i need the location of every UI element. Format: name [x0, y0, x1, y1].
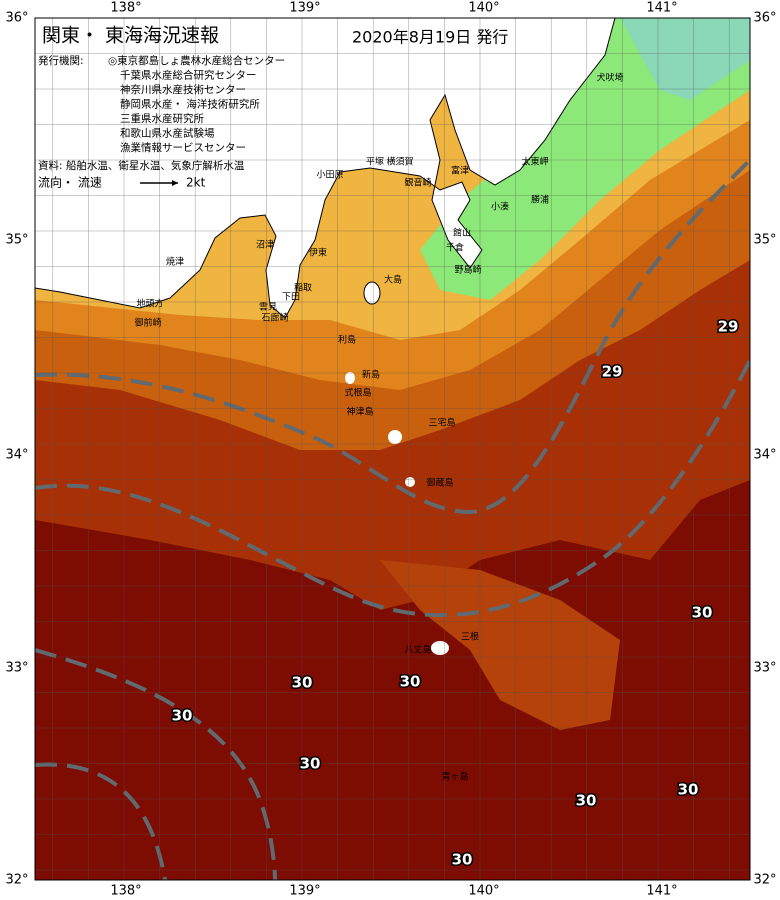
lon-label: 141° [646, 1, 677, 16]
place-name: 大島 [384, 274, 402, 286]
current-axis [35, 158, 750, 880]
sea-cold [620, 18, 750, 100]
lon-label: 139° [289, 884, 320, 899]
lon-label: 140° [468, 1, 499, 16]
lat-label: 32° [753, 873, 776, 888]
place-name: 焼津 [166, 257, 184, 268]
island [431, 641, 449, 655]
issuer: 神奈川県水産技術センター [120, 83, 246, 96]
issue-date: 2020年8月19日 発行 [352, 28, 508, 47]
lat-label: 35° [753, 233, 776, 248]
place-name: 御前崎 [134, 317, 161, 329]
place-name: 館山 [453, 227, 471, 239]
place-name: 雲見 [259, 302, 277, 313]
issuer: ◎東京都島しょ農林水産総合センター [108, 54, 285, 67]
place-name: 太東岬 [521, 156, 548, 168]
place-name: 下田 [282, 292, 300, 303]
place-name: 千倉 [446, 242, 464, 254]
island [345, 372, 355, 384]
temperature-label: 30 [300, 755, 321, 773]
place-name: 三宅島 [428, 417, 455, 429]
place-name: 石廊崎 [261, 312, 288, 324]
place-name: 稲取 [294, 282, 312, 294]
island [388, 430, 402, 444]
place-name: 富津 [451, 165, 469, 177]
flow-label: 流向・ 流速 [38, 175, 102, 190]
issuer: 漁業情報サービスセンター [120, 141, 246, 154]
place-name: 伊東 [309, 247, 327, 259]
lon-label: 139° [289, 1, 320, 16]
place-name: 横須賀 [386, 156, 413, 168]
lon-label: 141° [646, 884, 677, 899]
place-name: 犬吠埼 [596, 72, 623, 84]
issuer: 和歌山県水産試験場 [120, 127, 215, 140]
temperature-label: 30 [576, 792, 597, 810]
island [363, 281, 381, 305]
place-name: 沼津 [256, 240, 274, 251]
labels: 138° 138° 139° 139° 140° 140° 141° 141° 36° 36° 35… [5, 1, 776, 899]
place-name: 勝浦 [531, 194, 549, 206]
place-name: 青ヶ島 [441, 771, 468, 783]
issuer: 三重県水産研究所 [120, 112, 204, 125]
issuer: 静岡県水産・ 海洋技術研究所 [120, 98, 260, 111]
map-frame [34, 17, 751, 881]
place-name: 八丈島 [404, 644, 431, 656]
map [35, 18, 750, 880]
land [35, 18, 616, 319]
title: 関東・ 東海海況速報 [42, 25, 219, 47]
place-name: 小田原 [316, 170, 343, 181]
island [405, 477, 415, 487]
temperature-label: 30 [172, 707, 193, 725]
place-name: 式根島 [344, 387, 371, 399]
place-name: 神津島 [346, 406, 373, 418]
temperature-label: 30 [400, 673, 421, 691]
temperature-label: 30 [452, 851, 473, 869]
lon-label: 138° [110, 884, 141, 899]
place-name: 地頭方 [136, 298, 163, 310]
lon-label: 138° [110, 1, 141, 16]
lat-label: 35° [5, 233, 28, 248]
place-name: 観音崎 [404, 177, 431, 189]
place-name: 新島 [362, 369, 380, 381]
place-name: 利島 [338, 334, 356, 346]
flow-scale: 2kt [186, 176, 206, 190]
sea-zone [380, 560, 620, 730]
lat-label: 33° [5, 661, 28, 676]
place-name: 野島崎 [454, 264, 481, 276]
temperature-label: 30 [678, 781, 699, 799]
place-name: 三根 [461, 631, 479, 643]
grid [35, 18, 750, 880]
lat-label: 32° [5, 873, 28, 888]
temperature-label: 30 [692, 604, 713, 622]
temperature-label: 30 [292, 674, 313, 692]
place-name: 平塚 [366, 157, 384, 168]
flow-arrow-head [172, 180, 178, 186]
temperature-label: 29 [602, 363, 623, 381]
lat-label: 33° [753, 661, 776, 676]
issuers-label: 発行機関: [38, 54, 84, 67]
lat-label: 34° [753, 448, 776, 463]
issuers: ◎東京都島しょ農林水産総合センター千葉県水産総合研究センター神奈川県水産技術セン… [108, 54, 285, 154]
source: 資料: 船舶水温、衛星水温、気象庁解析水温 [38, 159, 245, 172]
temperature-label: 29 [718, 318, 739, 336]
lat-label: 36° [5, 11, 28, 26]
place-name: 小湊 [491, 201, 509, 213]
lat-label: 34° [5, 448, 28, 463]
issuer: 千葉県水産総合研究センター [120, 69, 257, 82]
lat-label: 36° [753, 11, 776, 26]
lon-label: 140° [468, 884, 499, 899]
place-name: 御蔵島 [426, 477, 453, 489]
